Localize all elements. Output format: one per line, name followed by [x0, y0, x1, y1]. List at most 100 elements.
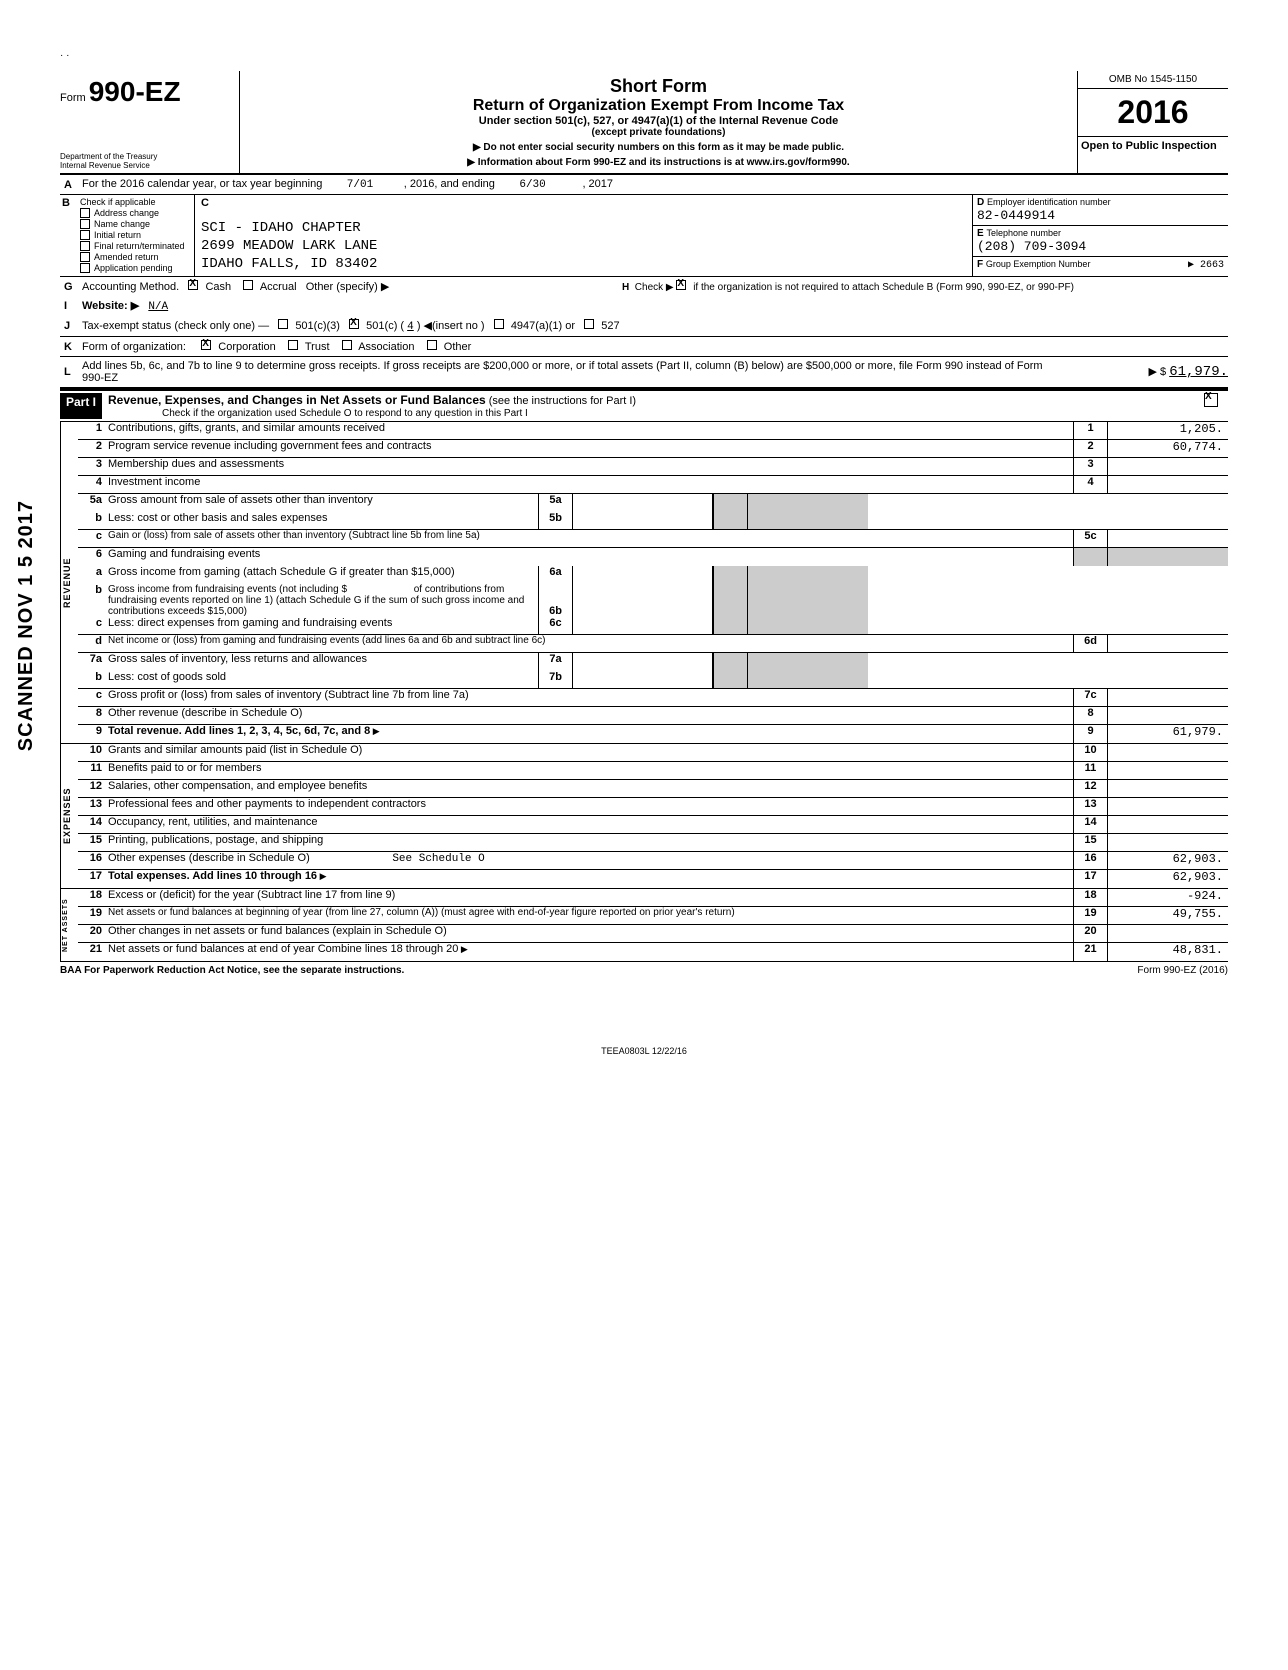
- group-exemption-value: ▶ 2663: [1188, 259, 1224, 271]
- chk-name-change[interactable]: [80, 219, 90, 229]
- netassets-section: NET ASSETS 18Excess or (deficit) for the…: [60, 889, 1228, 961]
- chk-final-return[interactable]: [80, 241, 90, 251]
- opt-501c-after: ) ◀(insert no ): [417, 320, 485, 332]
- line-6b-desc: Gross income from fundraising events (no…: [108, 584, 347, 595]
- line-6-desc: Gaming and fundraising events: [108, 548, 1073, 566]
- chk-other-org[interactable]: [427, 340, 437, 350]
- line-a-text: For the 2016 calendar year, or tax year …: [82, 178, 322, 190]
- line-6b-num: 6b: [538, 584, 573, 617]
- line-5a-num: 5a: [538, 494, 573, 512]
- line-21-val: 48,831.: [1108, 943, 1228, 961]
- accounting-method: Accounting Method.: [82, 281, 179, 293]
- line-13-desc: Professional fees and other payments to …: [108, 798, 1073, 815]
- chk-527[interactable]: [584, 319, 594, 329]
- irs-label: Internal Revenue Service: [60, 162, 234, 171]
- tax-year-end: 6/30: [519, 179, 545, 191]
- line-2-desc: Program service revenue including govern…: [108, 440, 1073, 457]
- line-18-val: -924.: [1108, 889, 1228, 906]
- line-5a-desc: Gross amount from sale of assets other t…: [108, 494, 538, 512]
- open-inspection: Open to Public Inspection: [1078, 137, 1228, 155]
- label-d: D: [977, 197, 984, 208]
- line-7a-desc: Gross sales of inventory, less returns a…: [108, 653, 538, 671]
- opt-name-change: Name change: [94, 219, 150, 229]
- line-5c-num: 5c: [1073, 530, 1108, 547]
- line-6d-num: 6d: [1073, 635, 1108, 652]
- label-g: G: [60, 281, 82, 293]
- chk-trust[interactable]: [288, 340, 298, 350]
- chk-corporation[interactable]: [201, 340, 211, 350]
- subtitle-section: Under section 501(c), 527, or 4947(a)(1)…: [250, 115, 1067, 127]
- opt-final-return: Final return/terminated: [94, 241, 185, 251]
- expenses-label: EXPENSES: [60, 744, 78, 888]
- line-a-mid: , 2016, and ending: [404, 178, 495, 190]
- line-3-desc: Membership dues and assessments: [108, 458, 1073, 475]
- label-b: B: [60, 195, 78, 276]
- chk-address-change[interactable]: [80, 208, 90, 218]
- label-k: K: [60, 341, 82, 353]
- label-l: L: [60, 366, 82, 378]
- line-20-desc: Other changes in net assets or fund bala…: [108, 925, 1073, 942]
- website-label: Website: ▶: [82, 300, 139, 312]
- line-4-val: [1108, 476, 1228, 493]
- line-5b-num: 5b: [538, 512, 573, 529]
- line-12-desc: Salaries, other compensation, and employ…: [108, 780, 1073, 797]
- line-8-desc: Other revenue (describe in Schedule O): [108, 707, 1073, 724]
- opt-501c: 501(c) (: [366, 320, 404, 332]
- bullet-ssn: ▶ Do not enter social security numbers o…: [250, 142, 1067, 153]
- opt-pending: Application pending: [94, 263, 173, 273]
- line-6c-desc: Less: direct expenses from gaming and fu…: [108, 617, 538, 634]
- form-number: 990-EZ: [89, 76, 181, 107]
- label-h: H: [622, 282, 629, 293]
- line-17-desc: Total expenses. Add lines 10 through 16: [108, 870, 317, 882]
- line-18-desc: Excess or (deficit) for the year (Subtra…: [108, 889, 1073, 906]
- chk-initial-return[interactable]: [80, 230, 90, 240]
- title-short-form: Short Form: [250, 76, 1067, 97]
- label-c: C: [201, 197, 209, 209]
- chk-501c[interactable]: [349, 319, 359, 329]
- expenses-section: EXPENSES 10Grants and similar amounts pa…: [60, 744, 1228, 889]
- h-rest: if the organization is not required to a…: [693, 282, 1074, 293]
- top-marks: · ·: [60, 50, 1228, 61]
- footer-right: Form 990-EZ (2016): [1137, 965, 1228, 976]
- line-1-desc: Contributions, gifts, grants, and simila…: [108, 422, 1073, 439]
- ein-value: 82-0449914: [977, 208, 1055, 223]
- line-21-desc: Net assets or fund balances at end of ye…: [108, 943, 458, 955]
- line-17-val: 62,903.: [1108, 870, 1228, 888]
- line-l-text: Add lines 5b, 6c, and 7b to line 9 to de…: [82, 360, 1048, 384]
- opt-4947: 4947(a)(1) or: [511, 320, 575, 332]
- chk-4947[interactable]: [494, 319, 504, 329]
- chk-cash[interactable]: [188, 280, 198, 290]
- opt-address-change: Address change: [94, 208, 159, 218]
- chk-schedule-o[interactable]: [1204, 393, 1218, 407]
- opt-accrual: Accrual: [260, 281, 297, 293]
- chk-amended[interactable]: [80, 252, 90, 262]
- website-value: N/A: [148, 301, 168, 313]
- org-name: SCI - IDAHO CHAPTER: [201, 219, 966, 237]
- opt-501c3: 501(c)(3): [295, 320, 340, 332]
- omb-number: OMB No 1545-1150: [1078, 71, 1228, 89]
- part1-header: Part I Revenue, Expenses, and Changes in…: [60, 389, 1228, 422]
- chk-accrual[interactable]: [243, 280, 253, 290]
- line-10-desc: Grants and similar amounts paid (list in…: [108, 744, 1073, 761]
- chk-501c3[interactable]: [278, 319, 288, 329]
- chk-no-schedule-b[interactable]: [676, 280, 686, 290]
- bullet-info: ▶ Information about Form 990-EZ and its …: [250, 157, 1067, 168]
- line-a-endyear: , 2017: [582, 178, 613, 190]
- opt-other-org: Other: [444, 341, 472, 353]
- org-addr1: 2699 MEADOW LARK LANE: [201, 237, 966, 255]
- chk-association[interactable]: [342, 340, 352, 350]
- subtitle-except: (except private foundations): [250, 127, 1067, 138]
- line-7c-desc: Gross profit or (loss) from sales of inv…: [108, 689, 1073, 706]
- line-5c-desc: Gain or (loss) from sale of assets other…: [108, 530, 1073, 547]
- title-return: Return of Organization Exempt From Incom…: [250, 97, 1067, 115]
- line-11-desc: Benefits paid to or for members: [108, 762, 1073, 779]
- footer-left: BAA For Paperwork Reduction Act Notice, …: [60, 965, 404, 976]
- opt-trust: Trust: [305, 341, 330, 353]
- opt-corporation: Corporation: [218, 341, 275, 353]
- 501c-number: 4: [407, 321, 414, 333]
- chk-pending[interactable]: [80, 263, 90, 273]
- group-exemption-label: Group Exemption Number: [986, 259, 1091, 269]
- line-9-desc: Total revenue. Add lines 1, 2, 3, 4, 5c,…: [108, 725, 370, 737]
- line-15-desc: Printing, publications, postage, and shi…: [108, 834, 1073, 851]
- line-9-val: 61,979.: [1108, 725, 1228, 743]
